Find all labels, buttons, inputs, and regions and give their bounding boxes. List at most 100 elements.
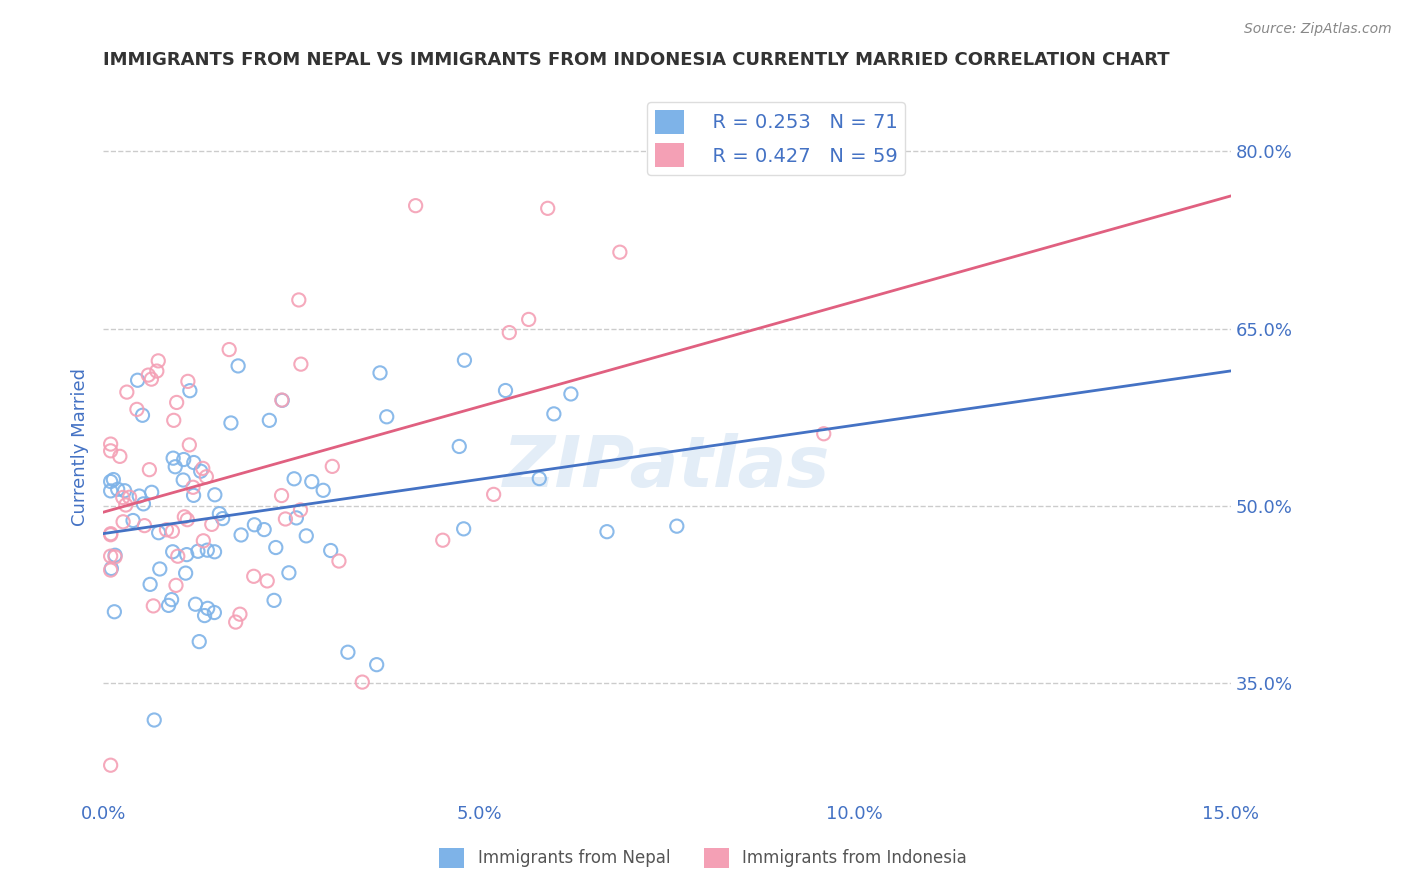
Point	[453, 522, 475, 536]
Point	[155, 523, 177, 537]
Point	[122, 514, 145, 528]
Point	[482, 487, 505, 501]
Point	[100, 437, 122, 451]
Point	[498, 326, 520, 340]
Point	[104, 549, 127, 563]
Point	[285, 511, 308, 525]
Point	[165, 459, 187, 474]
Legend:   R = 0.253   N = 71,   R = 0.427   N = 59: R = 0.253 N = 71, R = 0.427 N = 59	[647, 103, 905, 175]
Point	[288, 293, 311, 307]
Point	[176, 548, 198, 562]
Point	[274, 512, 297, 526]
Point	[243, 517, 266, 532]
Point	[138, 463, 160, 477]
Point	[202, 606, 225, 620]
Point	[100, 561, 122, 575]
Text: IMMIGRANTS FROM NEPAL VS IMMIGRANTS FROM INDONESIA CURRENTLY MARRIED CORRELATION: IMMIGRANTS FROM NEPAL VS IMMIGRANTS FROM…	[103, 51, 1170, 69]
Point	[139, 577, 162, 591]
Point	[179, 384, 201, 398]
Point	[256, 574, 278, 588]
Point	[181, 480, 204, 494]
Point	[148, 354, 170, 368]
Point	[453, 353, 475, 368]
Point	[143, 713, 166, 727]
Point	[195, 543, 218, 558]
Point	[172, 473, 194, 487]
Point	[328, 554, 350, 568]
Text: Source: ZipAtlas.com: Source: ZipAtlas.com	[1244, 22, 1392, 37]
Point	[405, 199, 427, 213]
Point	[162, 524, 184, 539]
Point	[174, 566, 197, 581]
Point	[111, 491, 134, 505]
Point	[100, 483, 122, 498]
Point	[146, 364, 169, 378]
Point	[173, 509, 195, 524]
Point	[134, 518, 156, 533]
Point	[163, 413, 186, 427]
Point	[319, 543, 342, 558]
Point	[141, 485, 163, 500]
Point	[301, 475, 323, 489]
Point	[229, 528, 252, 542]
Point	[665, 519, 688, 533]
Point	[321, 459, 343, 474]
Point	[290, 357, 312, 371]
Point	[204, 545, 226, 559]
Point	[277, 566, 299, 580]
Point	[157, 599, 180, 613]
Point	[173, 452, 195, 467]
Point	[177, 375, 200, 389]
Point	[290, 503, 312, 517]
Point	[194, 608, 217, 623]
Point	[100, 527, 122, 541]
Point	[103, 473, 125, 487]
Point	[270, 489, 292, 503]
Point	[195, 469, 218, 483]
Point	[115, 385, 138, 400]
Point	[225, 615, 247, 629]
Point	[366, 657, 388, 672]
Point	[100, 475, 122, 489]
Point	[103, 605, 125, 619]
Point	[179, 438, 201, 452]
Point	[162, 451, 184, 466]
Point	[125, 402, 148, 417]
Point	[118, 490, 141, 504]
Point	[166, 549, 188, 564]
Text: ZIPatlas: ZIPatlas	[503, 434, 831, 502]
Point	[104, 549, 127, 564]
Point	[560, 387, 582, 401]
Point	[187, 544, 209, 558]
Point	[352, 675, 374, 690]
Point	[264, 541, 287, 555]
Point	[495, 384, 517, 398]
Y-axis label: Currently Married: Currently Married	[72, 368, 89, 525]
Point	[609, 245, 631, 260]
Point	[128, 489, 150, 503]
Point	[211, 511, 233, 525]
Point	[184, 597, 207, 611]
Point	[208, 507, 231, 521]
Point	[191, 461, 214, 475]
Point	[253, 523, 276, 537]
Point	[259, 413, 281, 427]
Point	[263, 593, 285, 607]
Point	[596, 524, 619, 539]
Point	[100, 526, 122, 541]
Point	[375, 409, 398, 424]
Point	[449, 440, 471, 454]
Point	[107, 483, 129, 497]
Point	[283, 472, 305, 486]
Point	[100, 758, 122, 772]
Point	[165, 578, 187, 592]
Legend: Immigrants from Nepal, Immigrants from Indonesia: Immigrants from Nepal, Immigrants from I…	[433, 841, 973, 875]
Point	[271, 393, 294, 408]
Point	[295, 529, 318, 543]
Point	[142, 599, 165, 613]
Point	[201, 517, 224, 532]
Point	[537, 202, 560, 216]
Point	[190, 464, 212, 478]
Point	[197, 601, 219, 615]
Point	[131, 409, 153, 423]
